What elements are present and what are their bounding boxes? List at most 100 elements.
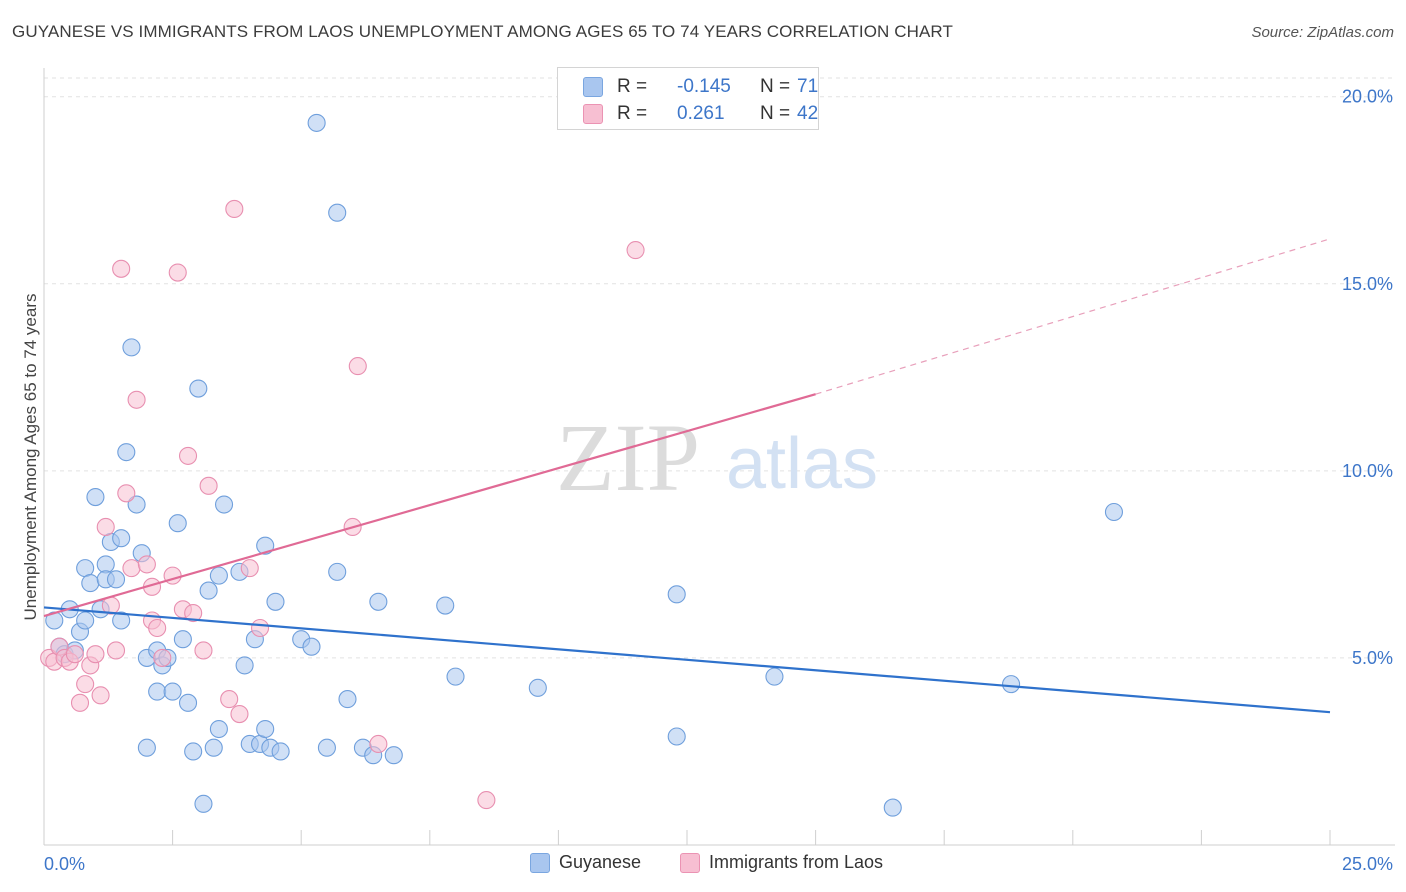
stats-legend: R = -0.145 N = 71 R = 0.261 N = 42 [557,67,819,130]
data-point [106,570,126,589]
data-point [328,203,347,222]
data-point [163,682,182,701]
data-point [667,727,686,746]
tick-labels: 5.0% 10.0% 15.0% 20.0% 0.0% 25.0% [44,87,1393,874]
data-point [302,637,321,656]
data-point [189,379,208,398]
stats-r-value: -0.145 [677,76,731,97]
data-point [117,484,136,503]
data-point [328,562,347,581]
legend-swatch-laos [680,852,700,873]
data-point [209,566,228,585]
data-point [148,682,167,701]
stats-n-label: N = [760,76,791,97]
data-point [477,791,496,810]
data-point [117,443,136,462]
data-point [240,559,259,578]
data-point [235,656,254,675]
data-point [384,746,403,765]
watermark-zip: ZIP [556,404,700,511]
data-point [122,559,141,578]
trend-line-laos-extension [815,238,1331,395]
data-point [369,734,388,754]
data-point [86,487,105,507]
x-tick-label: 0.0% [44,854,85,874]
stats-r-label: R = [617,76,648,97]
data-point [173,630,192,649]
stats-r-label: R = [617,103,648,124]
trend-line-laos [43,393,816,618]
data-point [184,603,203,623]
data-point [256,719,275,739]
trend-line-guyanese [43,606,1331,714]
stats-n-value: 71 [797,76,819,97]
stats-swatch-guyanese [583,77,603,97]
data-point [70,693,90,712]
y-tick-label: 10.0% [1342,461,1393,481]
data-point [168,514,187,533]
axes [43,68,1395,846]
y-tick-label: 20.0% [1342,87,1393,107]
stats-swatch-laos [583,104,603,124]
legend-label-laos: Immigrants from Laos [709,852,884,872]
legend-item-guyanese[interactable]: Guyanese [530,852,641,873]
data-point [199,581,218,600]
data-point [883,798,902,817]
data-point [1002,675,1021,694]
data-point [528,678,547,697]
data-point [91,686,110,705]
data-point [76,611,95,630]
data-point [96,517,115,537]
stats-n-label: N = [760,103,791,124]
data-point [153,648,172,667]
data-point [369,592,388,611]
bottom-legend: Guyanese Immigrants from Laos [0,852,1406,878]
data-point [122,338,141,357]
data-point [256,536,275,555]
data-point [178,693,198,712]
data-point [137,738,156,757]
legend-item-laos[interactable]: Immigrants from Laos [680,852,883,873]
data-point [209,719,228,739]
data-point [76,559,95,578]
data-point [199,476,218,495]
data-point [112,259,131,278]
stats-r-value: 0.261 [677,103,725,124]
data-point [112,611,131,630]
data-point [194,794,213,813]
data-point [137,555,156,574]
data-point [446,667,465,686]
data-point [194,641,213,660]
data-point [76,675,95,694]
data-point [184,742,203,761]
y-tick-label: 15.0% [1342,274,1393,294]
watermark-atlas: atlas [726,424,878,504]
stats-n-value: 42 [797,103,819,124]
data-point [338,690,357,709]
data-point [436,596,455,615]
data-point [127,390,146,409]
data-point [106,641,126,660]
data-point [626,241,645,260]
trend-lines [43,238,1331,714]
source-label: Source: ZipAtlas.com [1251,24,1394,41]
data-point [271,742,290,761]
legend-label-guyanese: Guyanese [559,852,642,872]
chart-title: GUYANESE VS IMMIGRANTS FROM LAOS UNEMPLO… [12,22,953,41]
data-point [127,495,146,514]
data-point [765,667,784,686]
data-point [168,263,187,282]
data-point [348,357,367,376]
data-point [204,738,223,757]
data-point [178,446,198,465]
x-tick-label: 25.0% [1342,854,1393,874]
data-point [307,113,326,132]
data-point [86,645,105,664]
y-tick-label: 5.0% [1352,648,1393,668]
data-point [250,618,270,638]
data-point [220,690,239,709]
data-point [317,738,336,757]
data-point [1104,502,1124,522]
legend-swatch-guyanese [530,852,550,873]
